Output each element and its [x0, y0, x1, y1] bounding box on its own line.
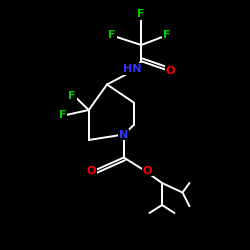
- Text: F: F: [68, 91, 76, 101]
- Text: F: F: [162, 30, 170, 40]
- Text: F: F: [59, 110, 66, 120]
- Text: HN: HN: [123, 64, 142, 74]
- Text: F: F: [108, 30, 116, 40]
- Text: O: O: [143, 166, 152, 175]
- Text: N: N: [119, 130, 128, 140]
- Text: F: F: [138, 9, 145, 19]
- Text: O: O: [87, 166, 96, 175]
- Text: O: O: [166, 66, 175, 76]
